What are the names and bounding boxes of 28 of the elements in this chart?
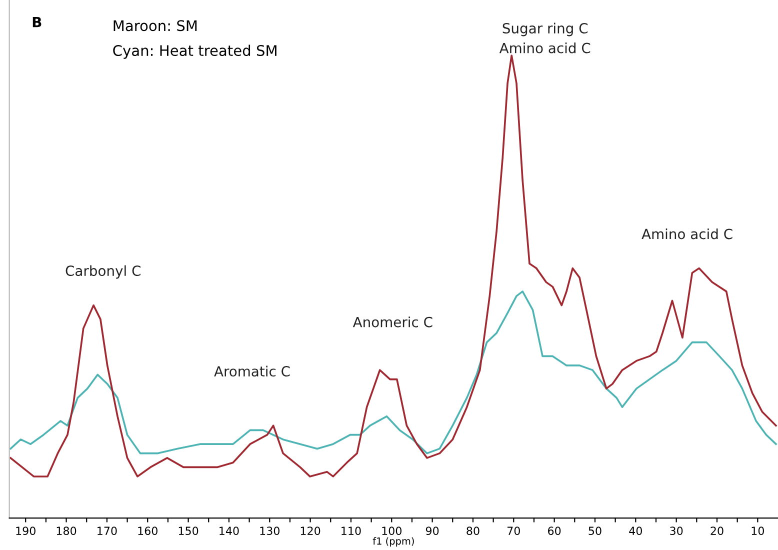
x-tick-label: 120 — [300, 526, 320, 536]
x-tick-label: 180 — [56, 526, 76, 536]
annotation: Cyan: Heat treated SM — [113, 44, 276, 59]
x-tick-label: 20 — [710, 526, 724, 536]
x-tick-label: 100 — [382, 526, 402, 536]
x-tick-label: 60 — [548, 526, 561, 536]
x-tick-label: 140 — [220, 526, 239, 536]
x-tick-label: 170 — [98, 526, 117, 536]
x-tick-label: 50 — [588, 526, 602, 536]
text: Sugar ring C Amino acid C — [499, 22, 590, 54]
x-tick-label: 10 — [752, 526, 764, 536]
x-tick-label: 40 — [629, 526, 642, 536]
x-tick-label: 150 — [178, 526, 198, 536]
text: Maroon: SM — [114, 20, 197, 32]
x-tick-label: 160 — [138, 526, 158, 536]
annotation: Aromatic C — [214, 366, 290, 377]
x-axis-title: f1 (ppm) — [372, 537, 414, 547]
x-tick-label: 70 — [507, 526, 520, 536]
x-tick-label: 190 — [16, 526, 36, 536]
annotation: Amino acid C — [642, 228, 732, 240]
x-tick-label: 90 — [426, 526, 439, 536]
chart-title: B — [32, 17, 42, 28]
annotation: Anomeric C — [352, 316, 432, 328]
annotation: Carbonyl C — [66, 265, 140, 279]
x-tick-label: 130 — [260, 526, 280, 536]
x-tick-label: 110 — [342, 526, 361, 536]
x-tick-label: 30 — [670, 526, 683, 536]
x-tick-label: 80 — [466, 526, 480, 536]
